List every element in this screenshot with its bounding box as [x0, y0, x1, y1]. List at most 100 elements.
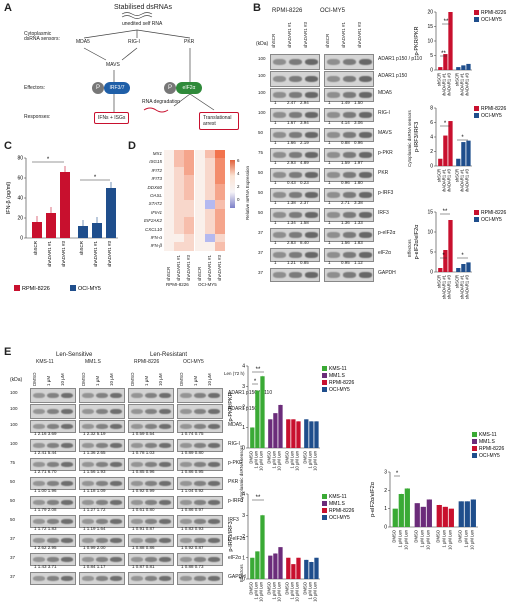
e-blot-strip: [128, 496, 174, 509]
bar: [461, 65, 466, 70]
d-x-label: shSCR: [166, 266, 171, 281]
e-blot-band: [110, 392, 122, 399]
b-quant: 1: [328, 140, 331, 145]
bar: [448, 220, 453, 272]
x-tick-label: 10 μM Len: [294, 581, 299, 602]
d-x-label: shADAR1 #3: [217, 254, 222, 281]
x-tick-label: 1 μM Len: [271, 450, 276, 468]
e-blot-band: [180, 424, 192, 429]
panel-letter-c: C: [4, 140, 12, 152]
d-gene-label: STAT2: [148, 201, 162, 207]
heatmap-cell: [164, 166, 174, 176]
legend-swatch: [322, 387, 327, 392]
heatmap-cell: [215, 208, 225, 218]
e-blot-band: [159, 538, 171, 543]
e-blot-band: [131, 462, 143, 467]
x-tick-label: shADAR1 #3: [446, 72, 451, 96]
e-line-label: RPMI-8226: [134, 359, 160, 365]
unedited-label: unedited self RNA: [122, 21, 163, 27]
e-blot-band: [82, 408, 94, 415]
e-lane-label: 10 μM: [158, 373, 163, 386]
e-blot-band: [96, 576, 108, 581]
heatmap-cell: [174, 200, 184, 209]
x-tick-label: DMSO: [284, 450, 289, 463]
e-blot-strip: [79, 439, 125, 452]
x-tick-label: 10 μM Len: [276, 450, 281, 471]
heatmap-cell: [205, 158, 215, 167]
b-blot-band: [343, 252, 356, 258]
bar: [420, 506, 426, 527]
b-blot-label: ADAR1 p150 / p110: [378, 56, 423, 62]
b-blot-band: [273, 112, 286, 118]
b-quant: 1.34: [287, 220, 296, 225]
heatmap-cell: [215, 166, 225, 176]
e-blot-band: [194, 392, 206, 399]
heatmap-cell: [174, 150, 184, 159]
e-blot-band: [96, 424, 108, 429]
heatmap-cell: [184, 150, 194, 159]
panel-letter-a: A: [4, 2, 12, 14]
heatmap-cell: [205, 150, 215, 159]
x-tick-label: DMSO: [413, 529, 418, 542]
b-quant: 0.88: [341, 140, 350, 145]
b-blot-band: [359, 172, 372, 178]
e-blot-label: eIF2α: [228, 555, 241, 561]
legend-label: OCI-MY5: [481, 17, 502, 23]
x-tick-label: 1 μM Len: [397, 529, 402, 547]
e-quant: 1 0.85 0.96: [132, 469, 155, 474]
e-blot-strip: [30, 439, 76, 452]
b-quant: 1.56: [341, 240, 350, 245]
b-blot-band: [273, 212, 286, 218]
b-quant: 1.67: [287, 120, 296, 125]
b-blot-band: [359, 192, 372, 198]
b-lane-label: shSCR: [271, 33, 276, 48]
e-blot-band: [61, 538, 73, 543]
b-blot-band: [289, 192, 302, 198]
heatmap-cell: [174, 183, 184, 192]
panel-letter-e: E: [4, 346, 12, 358]
b-quant: 1.97: [354, 160, 363, 165]
b-blot-band: [305, 172, 318, 178]
e-blot-band: [96, 392, 108, 399]
b-blot-strip: [324, 108, 374, 122]
b-kda-mark: 37: [258, 250, 264, 255]
e-kda: (kDa): [10, 377, 23, 383]
e-quant: 1 2.62 2.95: [34, 545, 57, 550]
bar: [304, 559, 309, 579]
x-tick-label: shADAR1 #1: [47, 241, 52, 268]
d-x-label: shADAR1 #1: [207, 254, 212, 281]
x-tick-label: 10 μM Len: [258, 581, 263, 602]
heatmap-cell: [215, 175, 225, 184]
e-blot-strip: [79, 515, 125, 528]
b-blot-label: RIG-I: [378, 110, 390, 116]
b-blot-band: [273, 172, 286, 178]
significance-star: *: [47, 157, 50, 163]
e-line-label: OCI-MY5: [183, 359, 204, 365]
x-tick-label: shADAR1 #3: [446, 168, 451, 192]
heatmap-cell: [164, 158, 174, 167]
e-blot-label: RIG-I: [228, 441, 240, 447]
e-blot-band: [194, 408, 206, 415]
b-blot-band: [359, 112, 372, 118]
x-tick-label: DMSO: [266, 581, 271, 594]
e-blot-band: [180, 392, 192, 399]
b-blot-strip: [270, 248, 320, 262]
y-axis-label: IFN-β (pg/ml): [6, 182, 12, 215]
b-lane-label: shADAR1 #3: [357, 21, 362, 48]
e-blot-band: [159, 408, 171, 415]
e-blot-strip: [128, 572, 174, 585]
e-blot-strip: [79, 420, 125, 433]
c-chart-ifnb: 0 20 40 60 80 IFN-β (pg/ml) shSCR shADAR1 #1 shA…: [6, 156, 118, 292]
heatmap-cell: [195, 192, 205, 201]
translational-box: Translational arrest: [199, 112, 239, 130]
b-blot-band: [343, 132, 356, 138]
e-blot-band: [33, 462, 45, 467]
e-quant: 1 1.19 1.64: [83, 526, 106, 531]
y-tick-label: 2: [430, 149, 433, 155]
x-tick-label: shADAR1 #3: [464, 274, 469, 299]
e-blot-label: p-IRF3: [228, 498, 244, 504]
heatmap-cell: [215, 217, 225, 226]
e-blot-strip: [177, 515, 223, 528]
